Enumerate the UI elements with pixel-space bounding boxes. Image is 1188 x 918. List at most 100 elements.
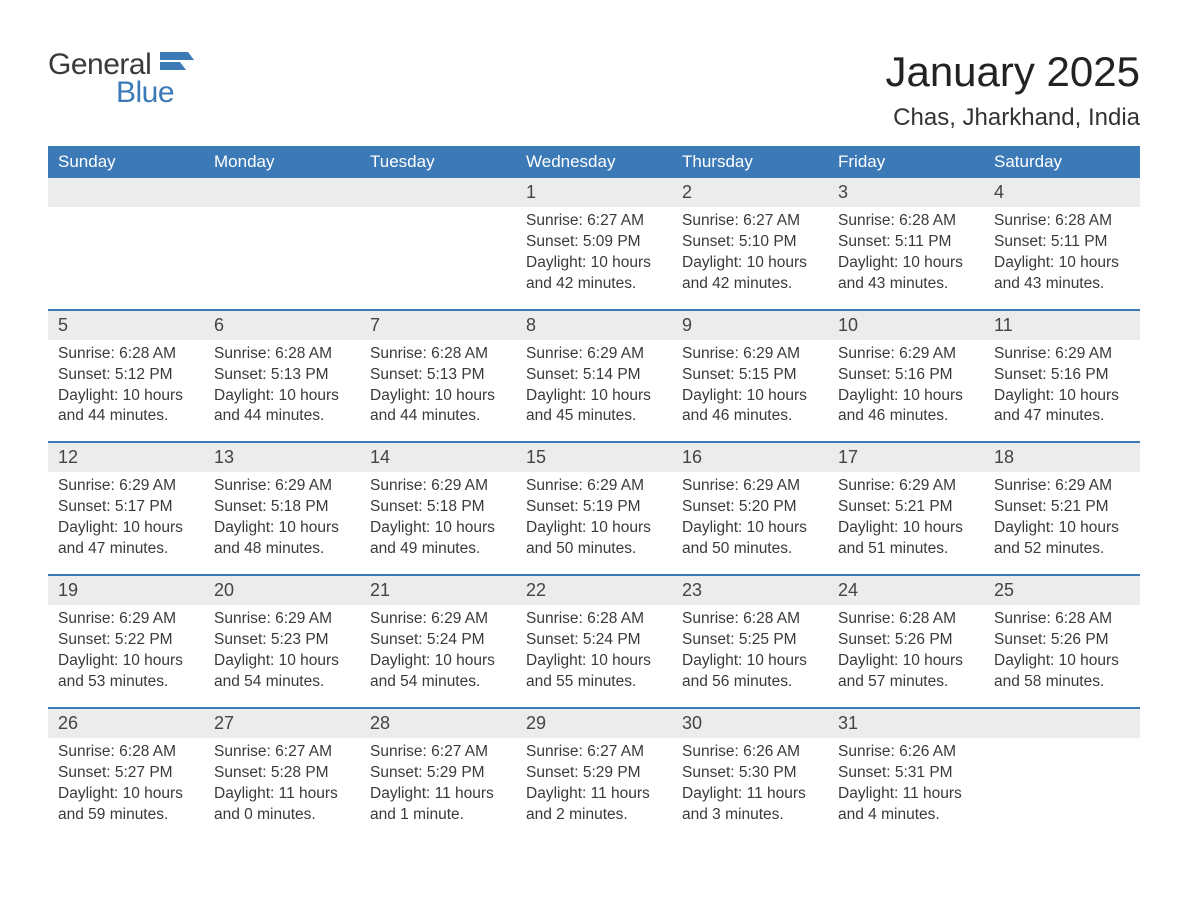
day-number: 30 bbox=[672, 709, 828, 738]
day-number: 2 bbox=[672, 178, 828, 207]
day-details: Sunrise: 6:27 AMSunset: 5:10 PMDaylight:… bbox=[672, 207, 828, 309]
calendar-cell: 16Sunrise: 6:29 AMSunset: 5:20 PMDayligh… bbox=[672, 441, 828, 574]
day-number: 27 bbox=[204, 709, 360, 738]
calendar-week: 5Sunrise: 6:28 AMSunset: 5:12 PMDaylight… bbox=[48, 309, 1140, 442]
day-details: Sunrise: 6:29 AMSunset: 5:23 PMDaylight:… bbox=[204, 605, 360, 707]
calendar-cell: 9Sunrise: 6:29 AMSunset: 5:15 PMDaylight… bbox=[672, 309, 828, 442]
day-number: 16 bbox=[672, 443, 828, 472]
title-block: January 2025 Chas, Jharkhand, India bbox=[885, 48, 1140, 132]
day-number: 31 bbox=[828, 709, 984, 738]
weekday-header: Sunday bbox=[48, 146, 204, 178]
day-number: 9 bbox=[672, 311, 828, 340]
day-details: Sunrise: 6:28 AMSunset: 5:24 PMDaylight:… bbox=[516, 605, 672, 707]
calendar-cell: 19Sunrise: 6:29 AMSunset: 5:22 PMDayligh… bbox=[48, 574, 204, 707]
logo: General Blue bbox=[48, 48, 194, 110]
calendar-cell: 22Sunrise: 6:28 AMSunset: 5:24 PMDayligh… bbox=[516, 574, 672, 707]
calendar-cell: 25Sunrise: 6:28 AMSunset: 5:26 PMDayligh… bbox=[984, 574, 1140, 707]
calendar-cell: 30Sunrise: 6:26 AMSunset: 5:30 PMDayligh… bbox=[672, 707, 828, 840]
day-number: 12 bbox=[48, 443, 204, 472]
calendar-cell: 8Sunrise: 6:29 AMSunset: 5:14 PMDaylight… bbox=[516, 309, 672, 442]
weekday-header: Wednesday bbox=[516, 146, 672, 178]
day-details: Sunrise: 6:27 AMSunset: 5:29 PMDaylight:… bbox=[360, 738, 516, 840]
calendar-cell: 24Sunrise: 6:28 AMSunset: 5:26 PMDayligh… bbox=[828, 574, 984, 707]
day-details: Sunrise: 6:29 AMSunset: 5:21 PMDaylight:… bbox=[828, 472, 984, 574]
day-number: 18 bbox=[984, 443, 1140, 472]
calendar-cell: 18Sunrise: 6:29 AMSunset: 5:21 PMDayligh… bbox=[984, 441, 1140, 574]
calendar-week: 1Sunrise: 6:27 AMSunset: 5:09 PMDaylight… bbox=[48, 178, 1140, 309]
calendar-cell bbox=[204, 178, 360, 309]
day-number: 28 bbox=[360, 709, 516, 738]
location: Chas, Jharkhand, India bbox=[885, 104, 1140, 132]
day-details: Sunrise: 6:27 AMSunset: 5:09 PMDaylight:… bbox=[516, 207, 672, 309]
calendar-cell: 21Sunrise: 6:29 AMSunset: 5:24 PMDayligh… bbox=[360, 574, 516, 707]
day-details: Sunrise: 6:28 AMSunset: 5:12 PMDaylight:… bbox=[48, 340, 204, 442]
day-details: Sunrise: 6:28 AMSunset: 5:11 PMDaylight:… bbox=[984, 207, 1140, 309]
calendar-cell: 17Sunrise: 6:29 AMSunset: 5:21 PMDayligh… bbox=[828, 441, 984, 574]
day-number: 8 bbox=[516, 311, 672, 340]
day-details: Sunrise: 6:29 AMSunset: 5:19 PMDaylight:… bbox=[516, 472, 672, 574]
day-details: Sunrise: 6:28 AMSunset: 5:26 PMDaylight:… bbox=[828, 605, 984, 707]
day-details: Sunrise: 6:28 AMSunset: 5:25 PMDaylight:… bbox=[672, 605, 828, 707]
day-details: Sunrise: 6:29 AMSunset: 5:16 PMDaylight:… bbox=[828, 340, 984, 442]
calendar-cell bbox=[360, 178, 516, 309]
calendar-cell: 10Sunrise: 6:29 AMSunset: 5:16 PMDayligh… bbox=[828, 309, 984, 442]
calendar-week: 19Sunrise: 6:29 AMSunset: 5:22 PMDayligh… bbox=[48, 574, 1140, 707]
day-number: 21 bbox=[360, 576, 516, 605]
calendar-cell bbox=[984, 707, 1140, 840]
day-details: Sunrise: 6:29 AMSunset: 5:22 PMDaylight:… bbox=[48, 605, 204, 707]
weekday-header-row: SundayMondayTuesdayWednesdayThursdayFrid… bbox=[48, 146, 1140, 178]
day-number bbox=[984, 709, 1140, 738]
calendar-week: 26Sunrise: 6:28 AMSunset: 5:27 PMDayligh… bbox=[48, 707, 1140, 840]
weekday-header: Friday bbox=[828, 146, 984, 178]
calendar-cell: 26Sunrise: 6:28 AMSunset: 5:27 PMDayligh… bbox=[48, 707, 204, 840]
day-details: Sunrise: 6:28 AMSunset: 5:27 PMDaylight:… bbox=[48, 738, 204, 840]
day-number: 26 bbox=[48, 709, 204, 738]
weekday-header: Tuesday bbox=[360, 146, 516, 178]
day-details: Sunrise: 6:29 AMSunset: 5:24 PMDaylight:… bbox=[360, 605, 516, 707]
header: General Blue January 2025 Chas, Jharkhan… bbox=[48, 48, 1140, 132]
calendar-cell: 4Sunrise: 6:28 AMSunset: 5:11 PMDaylight… bbox=[984, 178, 1140, 309]
day-details: Sunrise: 6:27 AMSunset: 5:28 PMDaylight:… bbox=[204, 738, 360, 840]
day-number: 17 bbox=[828, 443, 984, 472]
day-number bbox=[204, 178, 360, 207]
logo-word2: Blue bbox=[116, 76, 174, 110]
weekday-header: Thursday bbox=[672, 146, 828, 178]
calendar-cell: 12Sunrise: 6:29 AMSunset: 5:17 PMDayligh… bbox=[48, 441, 204, 574]
day-number: 24 bbox=[828, 576, 984, 605]
day-number: 13 bbox=[204, 443, 360, 472]
day-details: Sunrise: 6:29 AMSunset: 5:21 PMDaylight:… bbox=[984, 472, 1140, 574]
calendar-cell bbox=[48, 178, 204, 309]
calendar-cell: 6Sunrise: 6:28 AMSunset: 5:13 PMDaylight… bbox=[204, 309, 360, 442]
day-number: 29 bbox=[516, 709, 672, 738]
day-number: 5 bbox=[48, 311, 204, 340]
day-details: Sunrise: 6:28 AMSunset: 5:13 PMDaylight:… bbox=[360, 340, 516, 442]
day-details: Sunrise: 6:28 AMSunset: 5:26 PMDaylight:… bbox=[984, 605, 1140, 707]
calendar-week: 12Sunrise: 6:29 AMSunset: 5:17 PMDayligh… bbox=[48, 441, 1140, 574]
day-number: 15 bbox=[516, 443, 672, 472]
calendar-cell: 20Sunrise: 6:29 AMSunset: 5:23 PMDayligh… bbox=[204, 574, 360, 707]
page-title: January 2025 bbox=[885, 48, 1140, 96]
calendar-cell: 31Sunrise: 6:26 AMSunset: 5:31 PMDayligh… bbox=[828, 707, 984, 840]
calendar-cell: 3Sunrise: 6:28 AMSunset: 5:11 PMDaylight… bbox=[828, 178, 984, 309]
day-details: Sunrise: 6:28 AMSunset: 5:11 PMDaylight:… bbox=[828, 207, 984, 309]
day-number: 14 bbox=[360, 443, 516, 472]
calendar-cell: 15Sunrise: 6:29 AMSunset: 5:19 PMDayligh… bbox=[516, 441, 672, 574]
day-number: 1 bbox=[516, 178, 672, 207]
calendar-cell: 2Sunrise: 6:27 AMSunset: 5:10 PMDaylight… bbox=[672, 178, 828, 309]
day-number: 25 bbox=[984, 576, 1140, 605]
day-number: 11 bbox=[984, 311, 1140, 340]
calendar-cell: 29Sunrise: 6:27 AMSunset: 5:29 PMDayligh… bbox=[516, 707, 672, 840]
day-details: Sunrise: 6:29 AMSunset: 5:18 PMDaylight:… bbox=[204, 472, 360, 574]
day-number: 7 bbox=[360, 311, 516, 340]
day-number: 4 bbox=[984, 178, 1140, 207]
calendar-cell: 1Sunrise: 6:27 AMSunset: 5:09 PMDaylight… bbox=[516, 178, 672, 309]
calendar-body: 1Sunrise: 6:27 AMSunset: 5:09 PMDaylight… bbox=[48, 178, 1140, 839]
day-details: Sunrise: 6:29 AMSunset: 5:20 PMDaylight:… bbox=[672, 472, 828, 574]
day-details: Sunrise: 6:29 AMSunset: 5:14 PMDaylight:… bbox=[516, 340, 672, 442]
day-number bbox=[360, 178, 516, 207]
day-number: 10 bbox=[828, 311, 984, 340]
day-details: Sunrise: 6:28 AMSunset: 5:13 PMDaylight:… bbox=[204, 340, 360, 442]
day-details: Sunrise: 6:29 AMSunset: 5:15 PMDaylight:… bbox=[672, 340, 828, 442]
day-number: 22 bbox=[516, 576, 672, 605]
day-details: Sunrise: 6:29 AMSunset: 5:18 PMDaylight:… bbox=[360, 472, 516, 574]
